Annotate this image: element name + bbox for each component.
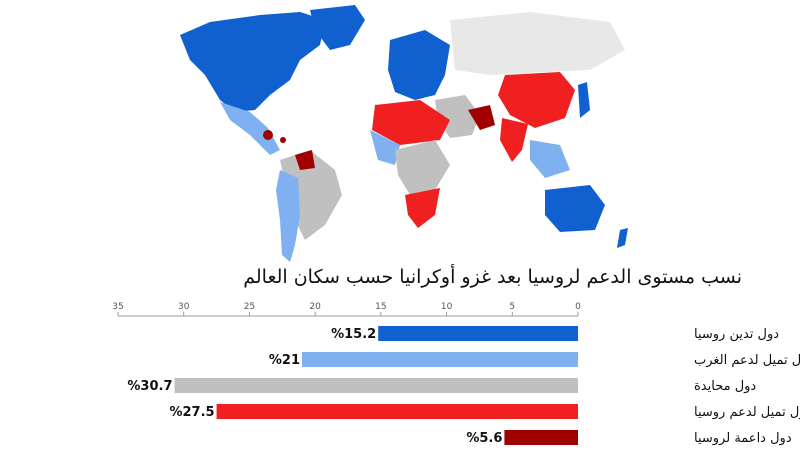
bar [216, 404, 579, 419]
map-region-africa-north [372, 100, 450, 145]
chart-title: نسب مستوى الدعم لروسيا بعد غزو أوكرانيا … [243, 266, 742, 288]
x-tick-label: 30 [178, 302, 190, 312]
x-tick-label: 35 [112, 302, 123, 312]
bar-value-label: %27.5 [169, 405, 214, 420]
bar [504, 430, 578, 445]
map-region-africa-south [405, 188, 440, 228]
x-tick-label: 25 [244, 302, 255, 312]
category-label: دول تميل لدعم روسيا [694, 405, 800, 420]
map-region-central-america [220, 102, 280, 155]
bar [378, 326, 578, 341]
x-tick-label: 0 [575, 302, 581, 312]
bar [174, 378, 578, 393]
map-region-southeast-asia [530, 140, 570, 178]
map-region-venezuela [295, 150, 315, 170]
x-tick-label: 20 [309, 302, 321, 312]
world-map [180, 5, 628, 262]
map-region-iran [468, 105, 495, 130]
map-region-australia [545, 185, 605, 232]
category-label: دول داعمة لروسيا [694, 431, 792, 446]
bar-value-label: %15.2 [331, 327, 376, 342]
bar-value-label: %21 [269, 353, 300, 368]
category-label: دول تميل لدعم الغرب [694, 353, 800, 368]
x-tick-label: 15 [375, 302, 386, 312]
map-region-europe [388, 30, 450, 100]
category-label: دول محايدة [694, 379, 756, 394]
map-region-china [498, 72, 575, 128]
map-region-caribbean-2 [280, 137, 286, 143]
map-region-greenland [310, 5, 365, 50]
bar-value-label: %5.6 [466, 431, 502, 446]
map-region-caribbean [263, 130, 273, 140]
map-region-new-zealand [617, 228, 628, 248]
bar-value-label: %30.7 [127, 379, 172, 394]
map-region-north-america [180, 12, 325, 112]
map-region-japan [578, 82, 590, 118]
map-region-russia [450, 12, 625, 75]
bar [302, 352, 578, 367]
category-label: دول تدين روسيا [694, 327, 779, 342]
map-region-india [500, 118, 528, 162]
map-region-africa-west [370, 130, 400, 165]
x-tick-label: 10 [441, 302, 453, 312]
map-region-africa-central [395, 140, 450, 195]
map-region-south-america-west [276, 170, 300, 262]
x-tick-label: 5 [509, 302, 515, 312]
